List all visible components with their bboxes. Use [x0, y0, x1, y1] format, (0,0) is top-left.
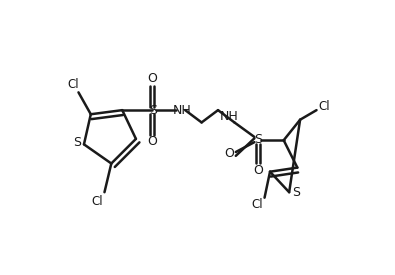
Text: S: S — [73, 136, 81, 150]
Text: Cl: Cl — [92, 195, 103, 208]
Text: Cl: Cl — [318, 100, 330, 112]
Text: S: S — [254, 133, 263, 146]
Text: S: S — [149, 104, 157, 117]
Text: Cl: Cl — [67, 78, 79, 91]
Text: S: S — [292, 186, 300, 199]
Text: O: O — [147, 135, 157, 148]
Text: Cl: Cl — [251, 198, 263, 211]
Text: O: O — [224, 147, 234, 160]
Text: NH: NH — [173, 104, 191, 117]
Text: NH: NH — [220, 110, 238, 123]
Text: O: O — [147, 72, 157, 85]
Text: O: O — [253, 164, 263, 177]
